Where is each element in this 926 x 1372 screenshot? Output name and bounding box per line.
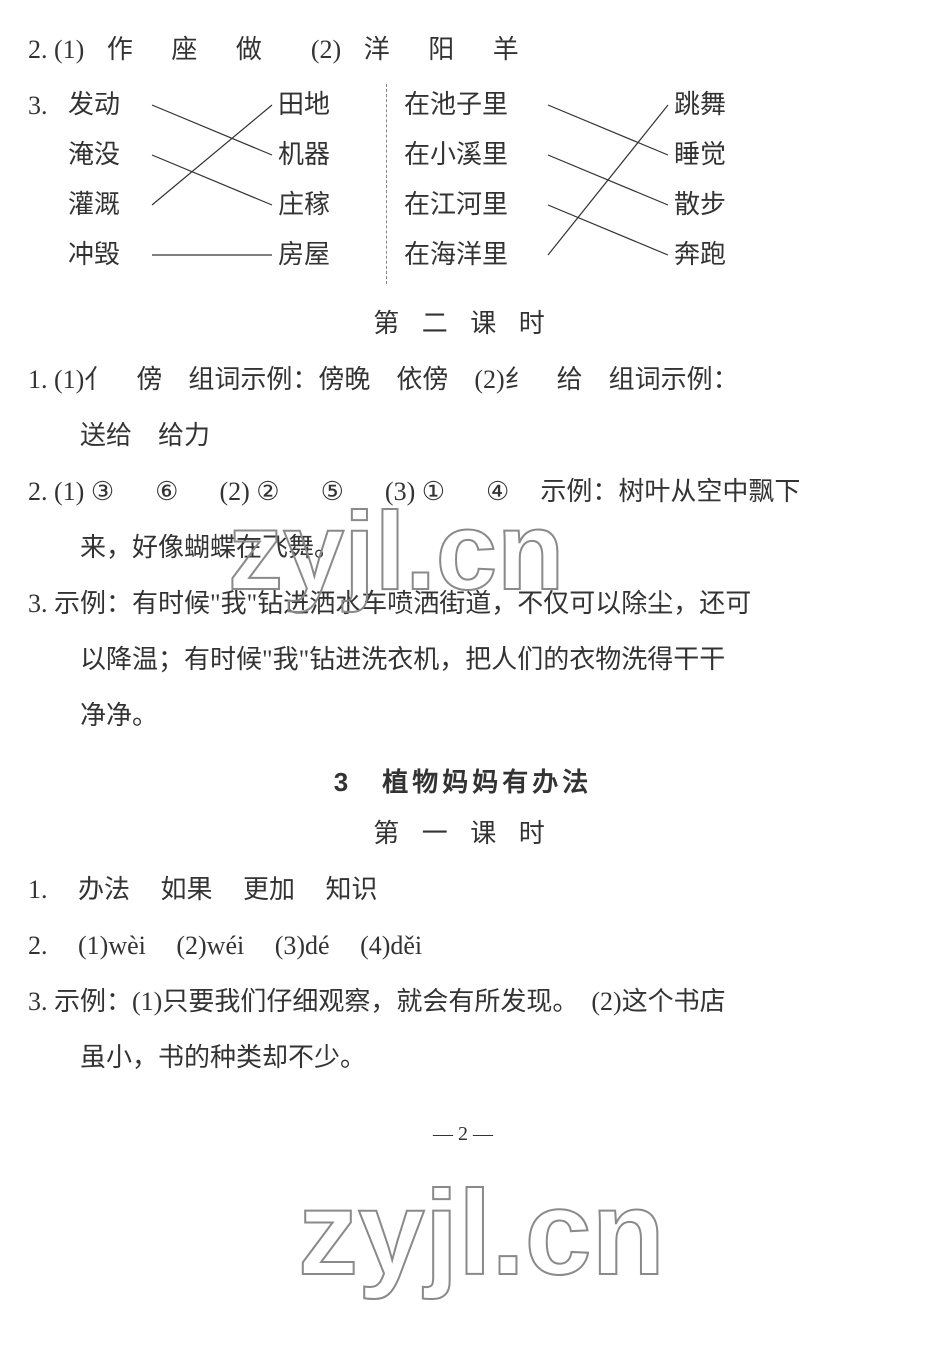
q2-p1-i2: 做 xyxy=(236,35,262,64)
l2-q3-t1: 示例：有时候"我"钻进洒水车喷洒街道，不仅可以除尘，还可 xyxy=(54,589,751,618)
l2-q2-p2: (2) xyxy=(219,477,249,506)
l2-q1-text-a: (1)亻 傍 组词示例：傍晚 依傍 (2)纟 给 组词示例： xyxy=(54,365,739,394)
q2-p2-label: (2) xyxy=(311,35,341,64)
l2-q2-tail1: 示例：树叶从空中飘下 xyxy=(540,477,800,506)
q2-p2-i0: 洋 xyxy=(364,35,390,64)
l2-q1-line1: 1. (1)亻 傍 组词示例：傍晚 依傍 (2)纟 给 组词示例： xyxy=(28,354,898,406)
q3-matching: 3. 发动 田地 淹没 机器 灌溉 庄稼 冲毁 房屋 在池子里 跳舞 在小溪里 睡觉 在江河… xyxy=(28,80,898,284)
s3-q3-line2: 虽小，书的种类却不少。 xyxy=(28,1032,898,1084)
s3-q1-line: 1. 办法 如果 更加 知识 xyxy=(28,864,898,916)
s3-q3-t1: 示例：(1)只要我们仔细观察，就会有所发现。 (2)这个书店 xyxy=(54,987,726,1016)
g2-l0: 在池子里 xyxy=(404,79,554,131)
g1-l0: 发动 xyxy=(68,79,158,131)
q3-num: 3. xyxy=(28,80,68,132)
g2-l2: 在江河里 xyxy=(404,179,554,231)
g2-l3: 在海洋里 xyxy=(404,229,554,281)
l2-q2-c3b: ④ xyxy=(486,477,509,506)
s3-q2-i3: (4)děi xyxy=(360,931,422,960)
g2-r1: 睡觉 xyxy=(674,129,744,181)
q2-num: 2. xyxy=(28,35,48,64)
s3-q2-i1: (2)wéi xyxy=(176,931,244,960)
g1-r3: 房屋 xyxy=(278,229,368,281)
g1-l1: 淹没 xyxy=(68,129,158,181)
watermark-text-2: zyjl.cn xyxy=(298,1174,665,1300)
l2-q2-num: 2. xyxy=(28,477,48,506)
l2-q1-line2: 送给 给力 xyxy=(28,410,898,462)
s3-q2-i0: (1)wèi xyxy=(78,931,146,960)
l2-q2-c2a: ② xyxy=(256,477,279,506)
s3-q2-i2: (3)dé xyxy=(275,931,330,960)
lesson2-heading: 第 二 课 时 xyxy=(28,298,898,350)
g1-r2: 庄稼 xyxy=(278,179,368,231)
g2-r3: 奔跑 xyxy=(674,229,744,281)
g1-l2: 灌溉 xyxy=(68,179,158,231)
q2-p2-i1: 阳 xyxy=(428,35,454,64)
l2-q1-num: 1. xyxy=(28,365,48,394)
g2-l1: 在小溪里 xyxy=(404,129,554,181)
s3-q1-i0: 办法 xyxy=(78,875,130,904)
s3-q3-num: 3. xyxy=(28,987,48,1016)
l2-q3-line1: 3. 示例：有时候"我"钻进洒水车喷洒街道，不仅可以除尘，还可 xyxy=(28,578,898,630)
match-group-1: 发动 田地 淹没 机器 灌溉 庄稼 冲毁 房屋 xyxy=(68,80,368,280)
page-number: — 2 — xyxy=(28,1114,898,1154)
s3-q2-num: 2. xyxy=(28,931,48,960)
q2-line: 2. (1) 作 座 做 (2) 洋 阳 羊 xyxy=(28,24,898,76)
group-separator xyxy=(368,80,404,284)
s3-q1-num: 1. xyxy=(28,875,48,904)
q2-p1-i1: 座 xyxy=(171,35,197,64)
s3-q1-i1: 如果 xyxy=(161,875,213,904)
g1-r0: 田地 xyxy=(278,79,368,131)
s3-q3-line1: 3. 示例：(1)只要我们仔细观察，就会有所发现。 (2)这个书店 xyxy=(28,976,898,1028)
page-number-value: 2 xyxy=(458,1123,468,1145)
l2-q2-p1: (1) xyxy=(54,477,84,506)
l2-q3-line3: 净净。 xyxy=(28,690,898,742)
l2-q3-line2: 以降温；有时候"我"钻进洗衣机，把人们的衣物洗得干干 xyxy=(28,634,898,686)
l2-q2-line2: 来，好像蝴蝶在飞舞。 xyxy=(28,522,898,574)
l2-q2-c1a: ③ xyxy=(91,477,114,506)
q2-p1-label: (1) xyxy=(54,35,84,64)
q2-p1-i0: 作 xyxy=(107,35,133,64)
g2-r0: 跳舞 xyxy=(674,79,744,131)
lesson1-heading: 第 一 课 时 xyxy=(28,808,898,860)
q2-p2-i2: 羊 xyxy=(493,35,519,64)
g1-r1: 机器 xyxy=(278,129,368,181)
match-group-2: 在池子里 跳舞 在小溪里 睡觉 在江河里 散步 在海洋里 奔跑 xyxy=(404,80,744,280)
g2-r2: 散步 xyxy=(674,179,744,231)
g1-l3: 冲毁 xyxy=(68,229,158,281)
l2-q2-line1: 2. (1) ③ ⑥ (2) ② ⑤ (3) ① ④ 示例：树叶从空中飘下 xyxy=(28,466,898,518)
watermark-2: zyjl.cn xyxy=(298,1174,818,1304)
page-root: zyjl.cn zyjl.cn 2. (1) 作 座 做 (2) 洋 阳 羊 3… xyxy=(28,24,898,1154)
section3-heading: 3 植物妈妈有办法 xyxy=(28,756,898,808)
s3-q1-i3: 知识 xyxy=(326,875,378,904)
l2-q2-c2b: ⑤ xyxy=(321,477,344,506)
s3-q1-i2: 更加 xyxy=(243,875,295,904)
l2-q2-p3: (3) xyxy=(385,477,415,506)
l2-q2-c1b: ⑥ xyxy=(155,477,178,506)
l2-q2-c3a: ① xyxy=(422,477,445,506)
s3-q2-line: 2. (1)wèi (2)wéi (3)dé (4)děi xyxy=(28,920,898,972)
l2-q3-num: 3. xyxy=(28,589,48,618)
